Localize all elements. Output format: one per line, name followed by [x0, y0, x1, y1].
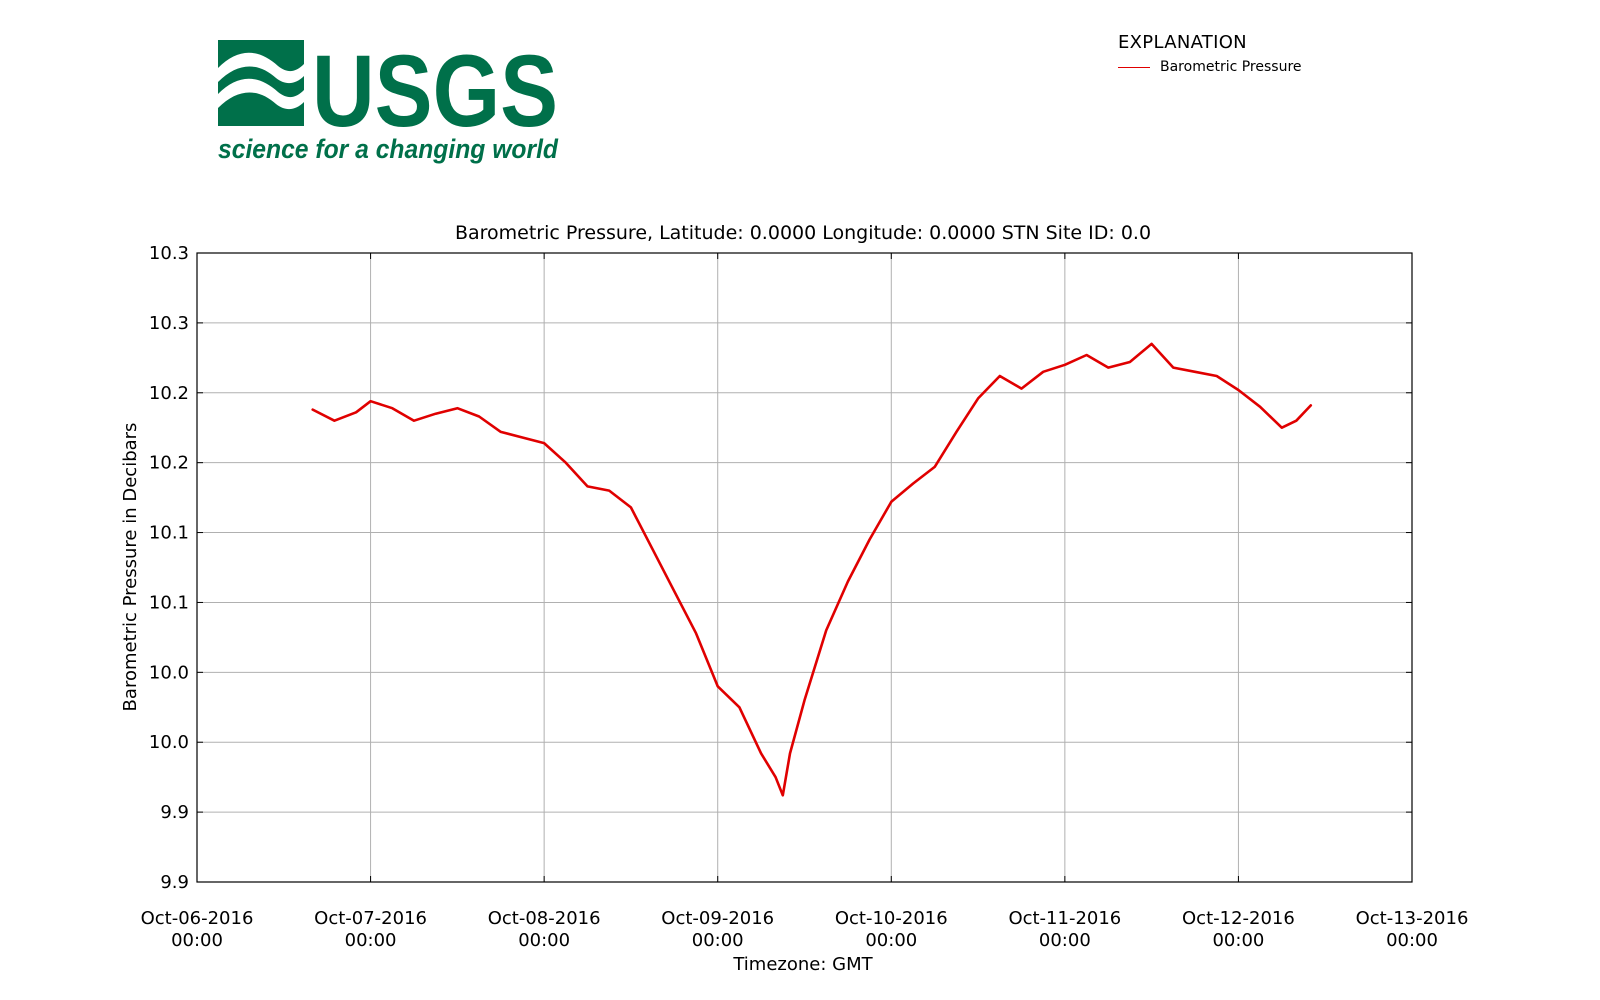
y-tick-label: 10.2	[149, 383, 189, 404]
x-tick-label-date: Oct-11-2016	[1008, 908, 1121, 929]
usgs-logo: USGS science for a changing world	[218, 38, 558, 164]
y-tick-labels: 9.9 9.9 10.0 10.0 10.1 10.1 10.2 10.2 10.3 10.3	[149, 243, 189, 893]
usgs-wordmark: USGS	[312, 38, 558, 148]
x-tick-label-time: 00:00	[692, 930, 744, 951]
x-tick-label-time: 00:00	[1212, 930, 1264, 951]
y-tick-label: 9.9	[160, 802, 189, 823]
y-tick-label: 10.2	[149, 453, 189, 474]
x-tick-label-time: 00:00	[865, 930, 917, 951]
y-tick-label: 10.1	[149, 523, 189, 544]
y-tick-label: 10.0	[149, 732, 189, 753]
x-tick-label-date: Oct-13-2016	[1356, 908, 1469, 929]
chart-title: Barometric Pressure, Latitude: 0.0000 Lo…	[455, 222, 1151, 244]
x-tick-label-date: Oct-10-2016	[835, 908, 948, 929]
grid-lines	[196, 252, 1413, 883]
series-line	[311, 342, 1313, 797]
y-tick-label: 9.9	[160, 872, 189, 893]
x-tick-label-time: 00:00	[1386, 930, 1438, 951]
y-tick-label: 10.1	[149, 592, 189, 613]
x-tick-labels: Oct-06-201600:00Oct-07-201600:00Oct-08-2…	[141, 908, 1469, 951]
x-tick-label-date: Oct-08-2016	[488, 908, 601, 929]
x-tick-label-time: 00:00	[171, 930, 223, 951]
legend-label-barometric-pressure: Barometric Pressure	[1160, 59, 1302, 75]
x-tick-label-time: 00:00	[1039, 930, 1091, 951]
x-tick-label-date: Oct-09-2016	[661, 908, 774, 929]
legend-title: EXPLANATION	[1118, 32, 1247, 53]
plot-frame	[196, 252, 1413, 883]
legend: EXPLANATION Barometric Pressure	[1118, 32, 1338, 92]
usgs-waves-emblem	[218, 40, 304, 126]
y-tick-label: 10.0	[149, 662, 189, 683]
x-tick-label-date: Oct-12-2016	[1182, 908, 1295, 929]
y-tick-label: 10.3	[149, 313, 189, 334]
x-tick-label-time: 00:00	[345, 930, 397, 951]
y-tick-label: 10.3	[149, 243, 189, 264]
usgs-tagline: science for a changing world	[218, 134, 558, 164]
series-barometric-pressure	[311, 342, 1313, 797]
x-tick-label-date: Oct-06-2016	[141, 908, 254, 929]
y-axis-label: Barometric Pressure in Decibars	[120, 423, 141, 712]
x-tick-label-time: 00:00	[518, 930, 570, 951]
x-axis-label: Timezone: GMT	[732, 954, 873, 975]
x-tick-label-date: Oct-07-2016	[314, 908, 427, 929]
legend-swatch-barometric-pressure	[1118, 67, 1150, 68]
